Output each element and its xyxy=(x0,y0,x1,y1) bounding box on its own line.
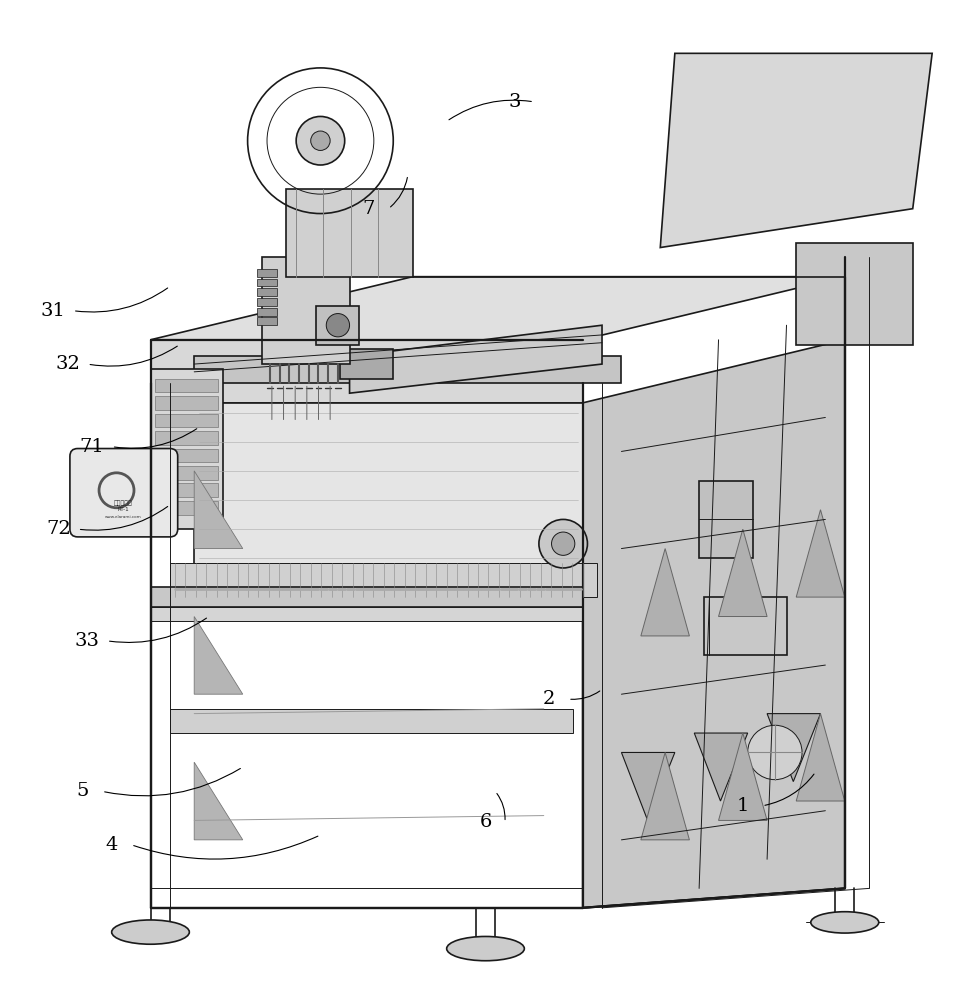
Bar xyxy=(170,563,597,597)
Polygon shape xyxy=(767,714,820,782)
Text: 72: 72 xyxy=(46,520,71,538)
Text: 3: 3 xyxy=(509,93,520,111)
Text: 4: 4 xyxy=(106,836,117,854)
Bar xyxy=(257,298,277,306)
Polygon shape xyxy=(641,752,689,840)
Polygon shape xyxy=(660,53,932,248)
Text: 嘉雅自动化: 嘉雅自动化 xyxy=(114,500,133,506)
Text: 7: 7 xyxy=(363,200,375,218)
Polygon shape xyxy=(194,471,243,549)
Bar xyxy=(257,317,277,325)
Text: 33: 33 xyxy=(75,632,100,650)
Bar xyxy=(151,587,583,607)
Ellipse shape xyxy=(447,936,524,961)
Bar xyxy=(155,501,218,515)
Circle shape xyxy=(539,519,587,568)
Bar xyxy=(194,403,583,568)
Bar xyxy=(155,396,218,410)
Bar xyxy=(155,414,218,427)
Bar xyxy=(257,288,277,296)
Bar xyxy=(262,257,350,364)
Bar xyxy=(699,481,753,558)
FancyBboxPatch shape xyxy=(70,449,178,537)
Bar xyxy=(155,449,218,462)
Bar xyxy=(151,607,583,621)
Text: RT-1: RT-1 xyxy=(117,507,129,512)
Text: 2: 2 xyxy=(543,690,554,708)
Bar xyxy=(170,709,573,733)
Bar xyxy=(155,379,218,392)
Circle shape xyxy=(296,116,345,165)
Circle shape xyxy=(552,532,575,555)
Polygon shape xyxy=(583,340,845,908)
Text: 1: 1 xyxy=(737,797,749,815)
Polygon shape xyxy=(796,510,845,597)
Polygon shape xyxy=(151,277,845,340)
Text: 5: 5 xyxy=(77,782,88,800)
Bar xyxy=(257,308,277,316)
Polygon shape xyxy=(796,714,845,801)
Text: 71: 71 xyxy=(80,438,105,456)
Circle shape xyxy=(311,131,330,150)
Bar xyxy=(151,369,223,529)
Bar xyxy=(155,483,218,497)
Polygon shape xyxy=(621,752,675,820)
Bar xyxy=(704,597,787,655)
Ellipse shape xyxy=(112,920,189,944)
Bar xyxy=(194,356,621,383)
Circle shape xyxy=(748,725,802,780)
Text: 6: 6 xyxy=(480,813,491,831)
Bar xyxy=(257,279,277,286)
Ellipse shape xyxy=(811,912,879,933)
Polygon shape xyxy=(694,733,748,801)
Polygon shape xyxy=(641,549,689,636)
Bar xyxy=(316,306,359,345)
Text: 31: 31 xyxy=(41,302,66,320)
Bar xyxy=(796,243,913,345)
Bar xyxy=(151,340,583,403)
Bar xyxy=(155,431,218,445)
Polygon shape xyxy=(194,762,243,840)
Bar xyxy=(257,269,277,277)
Text: www.elarami.com: www.elarami.com xyxy=(105,515,142,519)
Polygon shape xyxy=(194,617,243,694)
Bar xyxy=(286,189,413,277)
Polygon shape xyxy=(719,529,767,617)
Circle shape xyxy=(326,314,350,337)
Polygon shape xyxy=(719,733,767,820)
Text: 32: 32 xyxy=(55,355,81,373)
Bar xyxy=(340,349,393,379)
Polygon shape xyxy=(350,325,602,393)
Bar xyxy=(155,466,218,480)
